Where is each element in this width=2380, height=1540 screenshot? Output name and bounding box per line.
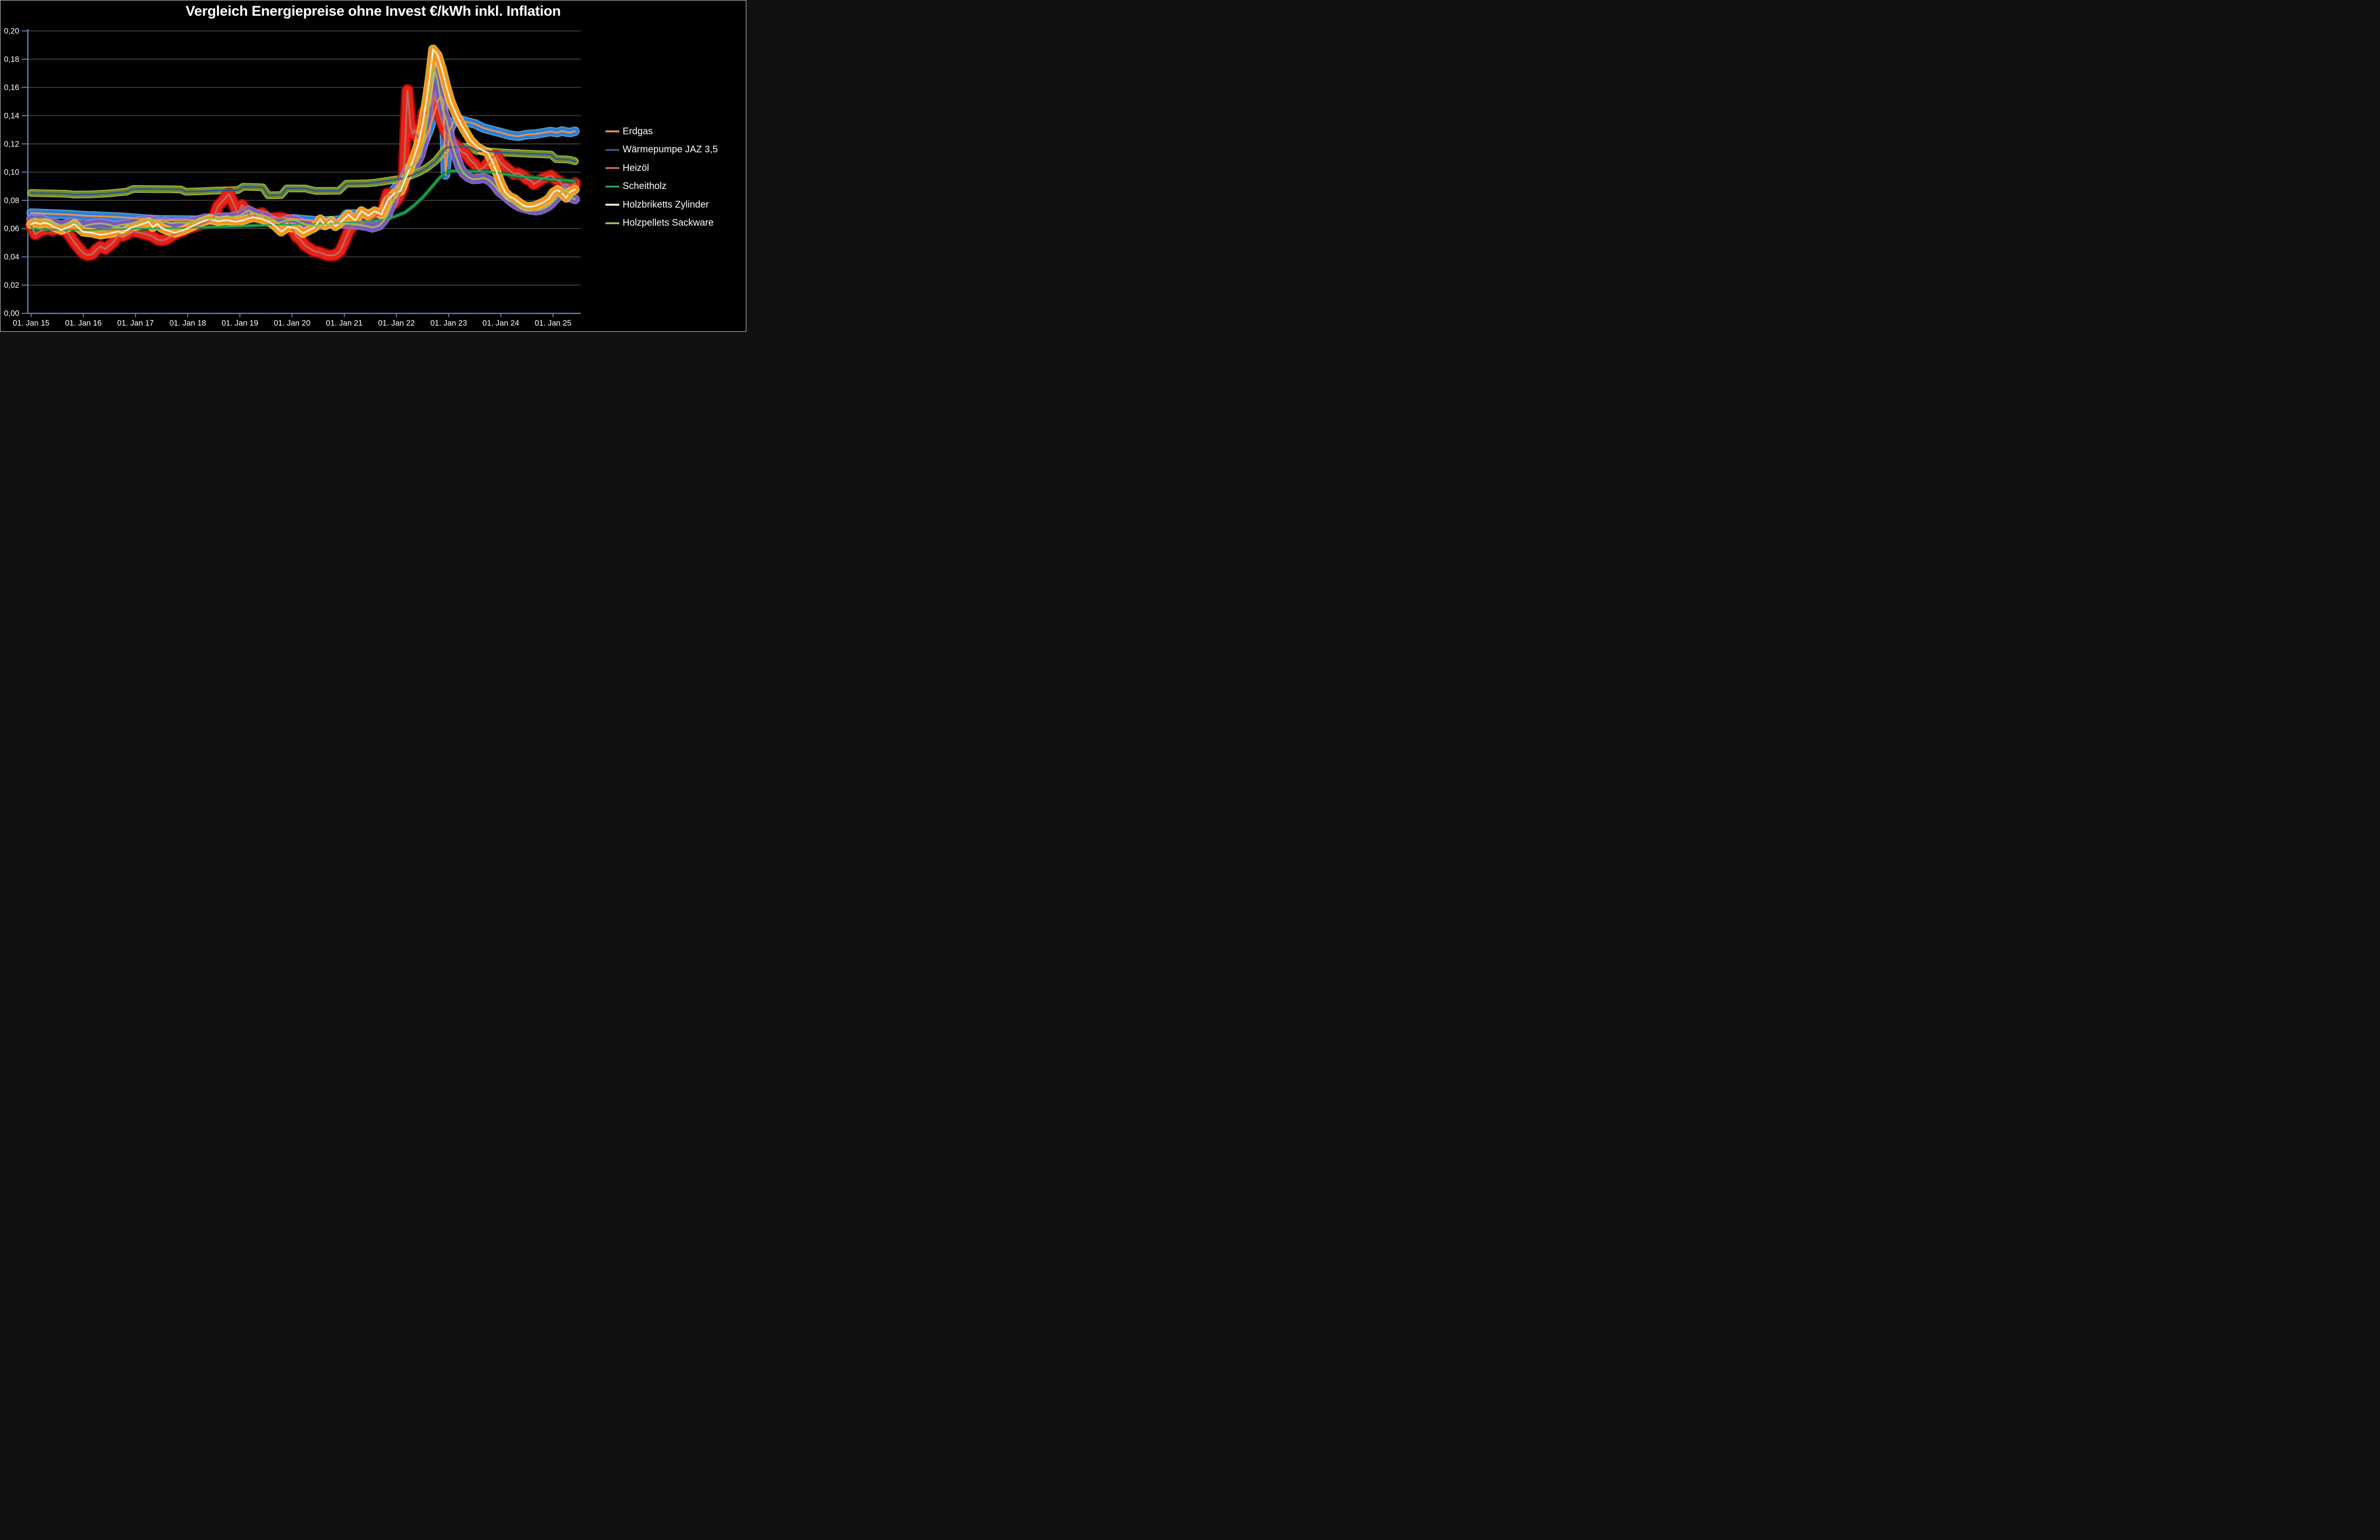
- legend-item-scheitholz: Scheitholz: [605, 178, 718, 196]
- x-axis-label: 01. Jan 15: [13, 319, 50, 328]
- series-holzbriketts-glow-edge: [26, 44, 580, 240]
- legend: Erdgas Wärmepumpe JAZ 3,5 Heizöl Scheith…: [605, 122, 718, 232]
- chart-frame: 0,00 0,02 0,04 0,06 0,08 0,10 0,12 0,14 0,16 0,18…: [0, 0, 746, 332]
- x-axis-label: 01. Jan 17: [117, 319, 154, 328]
- legend-swatch-waermepumpe-icon: [605, 149, 619, 151]
- x-axis-label: 01. Jan 23: [430, 319, 467, 328]
- legend-swatch-heizoel-icon: [605, 167, 619, 169]
- legend-label: Erdgas: [623, 126, 653, 137]
- y-axis-label: 0,10: [4, 168, 19, 177]
- y-axis-label: 0,02: [4, 281, 19, 289]
- y-axis-label: 0,16: [4, 83, 19, 92]
- x-axis-label: 01. Jan 24: [483, 319, 519, 328]
- y-axis-label: 0,12: [4, 140, 19, 149]
- series-waermepumpe-core: [30, 146, 576, 196]
- y-axis-label: 0,18: [4, 55, 19, 64]
- legend-swatch-holzbriketts-icon: [605, 204, 619, 206]
- chart-title: Vergleich Energiepreise ohne Invest €/kW…: [185, 3, 561, 19]
- series-erdgas-core: [30, 95, 576, 222]
- y-axis-label: 0,06: [4, 225, 19, 233]
- chart-canvas: 0,00 0,02 0,04 0,06 0,08 0,10 0,12 0,14 0,16 0,18…: [4, 27, 581, 328]
- x-axis-label: 01. Jan 19: [221, 319, 258, 328]
- legend-item-holzbriketts: Holzbriketts Zylinder: [605, 196, 718, 214]
- legend-swatch-scheitholz-icon: [605, 185, 619, 188]
- series-holzbriketts-core: [30, 48, 576, 236]
- series-holzpellets-glow: [27, 62, 579, 232]
- series-holzbriketts-glow: [27, 46, 579, 238]
- legend-label: Heizöl: [623, 162, 649, 173]
- legend-item-holzpellets: Holzpellets Sackware: [605, 214, 718, 233]
- series-scheitholz-core: [30, 170, 576, 231]
- x-axis-label: 01. Jan 22: [378, 319, 415, 328]
- series-holzpellets-core: [30, 65, 576, 229]
- legend-label: Wärmepumpe JAZ 3,5: [623, 144, 718, 155]
- legend-swatch-erdgas-icon: [605, 130, 619, 133]
- y-axis-label: 0,14: [4, 112, 19, 120]
- y-axis-label: 0,00: [4, 309, 19, 318]
- x-axis-label: 01. Jan 20: [274, 319, 310, 328]
- legend-label: Scheitholz: [623, 181, 667, 192]
- legend-item-heizoel: Heizöl: [605, 159, 718, 178]
- legend-swatch-holzpellets-icon: [605, 222, 619, 224]
- x-axis-label: 01. Jan 16: [65, 319, 102, 328]
- y-axis-label: 0,04: [4, 253, 19, 261]
- y-axis-label: 0,20: [4, 27, 19, 36]
- series-heizoel-core: [30, 89, 576, 257]
- legend-item-waermepumpe: Wärmepumpe JAZ 3,5: [605, 141, 718, 159]
- x-axis-label: 01. Jan 25: [535, 319, 571, 328]
- legend-label: Holzpellets Sackware: [623, 218, 714, 229]
- legend-label: Holzbriketts Zylinder: [623, 199, 709, 210]
- y-axis-label: 0,08: [4, 196, 19, 205]
- legend-item-erdgas: Erdgas: [605, 122, 718, 141]
- x-axis-label: 01. Jan 18: [169, 319, 206, 328]
- x-axis-label: 01. Jan 21: [326, 319, 363, 328]
- series-holzpellets-glow-edge: [26, 61, 580, 233]
